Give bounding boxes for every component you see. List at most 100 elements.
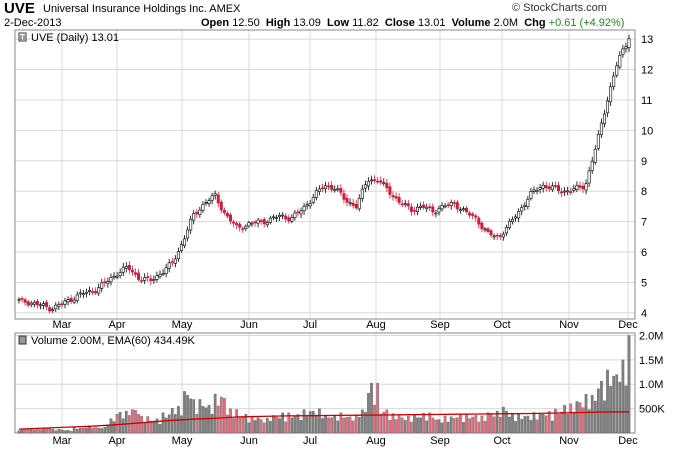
price-candle — [455, 199, 459, 213]
volume-bar — [229, 408, 232, 434]
volume-bar — [336, 420, 340, 434]
volume-bar — [514, 421, 517, 434]
volume-bar — [275, 416, 278, 434]
volume-bar — [293, 416, 297, 434]
volume-bar — [219, 396, 223, 434]
volume-bar — [529, 419, 533, 434]
price-tick-label: 5 — [641, 277, 647, 289]
price-candle — [81, 290, 85, 299]
volume-bar — [143, 422, 147, 434]
price-candle — [336, 184, 340, 192]
price-candle — [504, 224, 508, 236]
volume-bar — [572, 412, 576, 434]
price-candle — [17, 297, 21, 304]
price-candle — [88, 286, 92, 296]
price-candle — [434, 209, 438, 218]
volume-bar — [226, 414, 229, 434]
price-candle — [115, 271, 119, 280]
volume-bar — [434, 419, 438, 434]
price-tick-label: 7 — [641, 217, 647, 229]
month-label: May — [172, 319, 193, 331]
volume-bar — [223, 398, 226, 434]
volume-bar — [351, 420, 355, 434]
volume-bar — [134, 410, 137, 434]
price-candle — [541, 181, 545, 193]
volume-bar — [167, 414, 171, 434]
price-legend: UVE (Daily) 13.01 — [18, 32, 119, 44]
ohlc-summary: Open 12.50 High 13.09 Low 11.82 Close 13… — [201, 17, 624, 29]
price-legend-text: UVE (Daily) 13.01 — [31, 32, 119, 44]
volume-bar — [192, 399, 196, 434]
price-candle — [213, 190, 217, 200]
price-candle — [550, 182, 554, 192]
price-candle — [281, 212, 285, 220]
month-label: Aug — [366, 319, 386, 331]
volume-tick-label: 1.0M — [639, 379, 663, 391]
price-candle — [465, 205, 469, 214]
stockcharts-brand[interactable]: © StockCharts.com — [512, 2, 607, 14]
chg-value: +0.61 (+4.92%) — [548, 17, 625, 29]
volume-bar — [60, 429, 64, 434]
volume-bar — [103, 427, 107, 434]
price-candle — [271, 214, 275, 221]
price-candle — [38, 302, 42, 310]
price-candle — [563, 187, 567, 196]
volume-bar — [238, 416, 242, 434]
volume-bar — [250, 415, 254, 434]
price-tick-label: 11 — [641, 95, 652, 107]
price-candle — [618, 51, 622, 70]
price-candle — [511, 216, 515, 225]
price-candle — [609, 82, 613, 106]
volume-bar — [339, 412, 343, 434]
month-label: Aug — [366, 435, 386, 447]
price-candle — [345, 194, 349, 207]
price-candle — [348, 198, 352, 207]
volume-bar — [621, 359, 625, 434]
month-label: Sep — [430, 319, 450, 331]
price-candle — [428, 203, 432, 212]
price-candle — [290, 214, 294, 224]
volume-bar — [354, 415, 358, 434]
volume-bar — [520, 419, 524, 434]
company-name: Universal Insurance Holdings Inc. AMEX — [43, 3, 241, 15]
price-candle — [584, 179, 588, 195]
price-candle — [146, 272, 150, 282]
price-candle — [593, 145, 597, 165]
price-candle — [342, 189, 346, 204]
volume-bar — [560, 411, 563, 434]
price-candle — [495, 232, 499, 240]
volume-bar — [382, 411, 386, 434]
price-candle — [492, 233, 496, 240]
volume-bar — [51, 428, 55, 434]
price-candle — [63, 297, 67, 309]
high-value: 13.09 — [293, 17, 321, 29]
volume-bar — [149, 420, 153, 434]
volume-bar — [440, 422, 444, 434]
price-candle — [409, 203, 413, 216]
volume-bar — [54, 430, 58, 434]
price-candle — [366, 177, 370, 191]
month-label: Nov — [559, 319, 579, 331]
price-candle — [158, 270, 162, 279]
price-candle — [29, 300, 33, 308]
volume-bar — [121, 418, 125, 434]
price-candle — [440, 202, 444, 212]
volume-bar — [131, 409, 134, 434]
price-candle — [474, 213, 478, 222]
month-label: Jul — [303, 435, 317, 447]
price-candle — [556, 181, 560, 195]
price-candle — [137, 268, 141, 282]
price-tick-label: 8 — [641, 186, 647, 198]
price-candle — [486, 226, 490, 234]
volume-bar — [492, 416, 496, 434]
volume-bar — [612, 376, 616, 434]
volume-bar — [376, 382, 379, 434]
volume-bar — [367, 393, 370, 434]
price-candle — [431, 203, 435, 217]
price-candle — [253, 219, 257, 227]
volume-bar — [32, 429, 36, 434]
price-candle — [127, 260, 131, 274]
price-candle — [612, 71, 616, 91]
month-label: Apr — [108, 319, 125, 331]
price-candle — [520, 204, 524, 216]
